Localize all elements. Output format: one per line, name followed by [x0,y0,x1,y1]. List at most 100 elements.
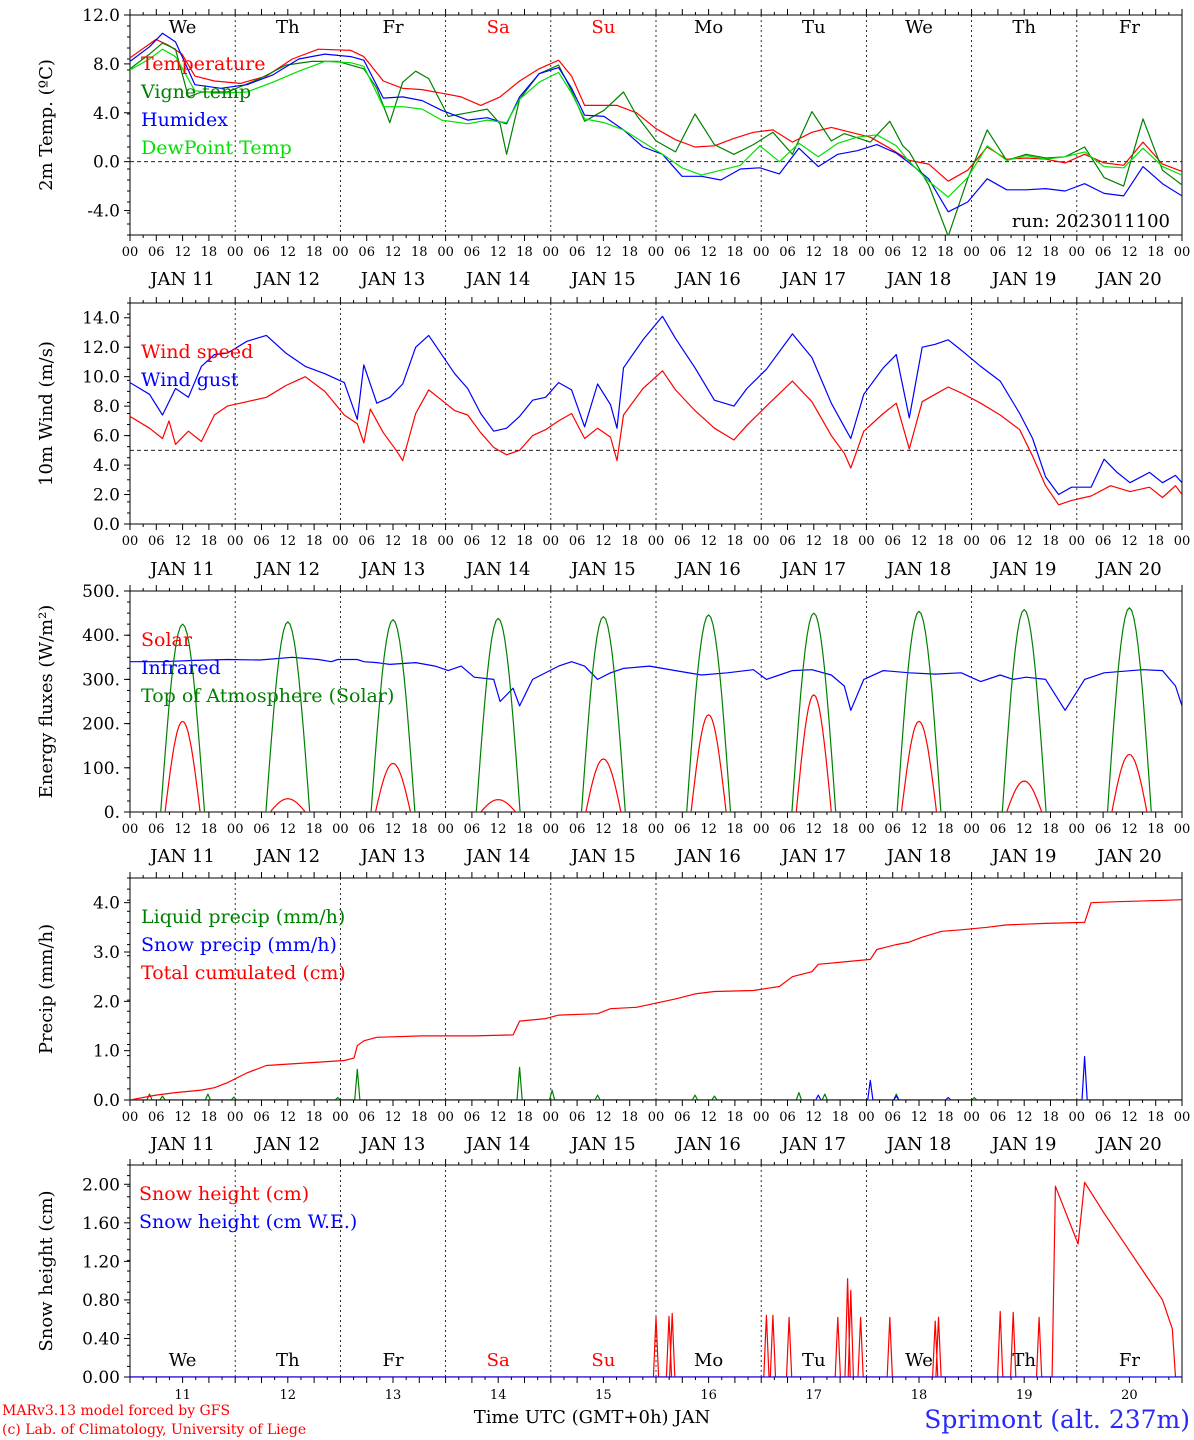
x-date-label: JAN 18 [885,1134,952,1155]
x-hour-label: 06 [884,822,901,837]
panel-3: 500. 400. 300. 200. 100. 0. Energy fluxes (W/m… [36,582,1190,867]
x-day-number: 17 [806,1388,823,1403]
x-hour-label: 00 [1174,822,1191,837]
x-hour-label: 06 [779,1110,796,1125]
y-axis-label: 10m Wind (m/s) [36,341,57,486]
y-tick-label: 12.0 [82,338,120,358]
day-name-label: Fr [382,17,403,38]
series-group [130,607,1182,812]
day-name-label: Th [276,1350,300,1371]
x-hour-label: 12 [280,822,297,837]
x-hour-label: 18 [306,534,323,549]
day-name-label: Th [1012,17,1036,38]
x-hour-label: 00 [227,822,244,837]
y-tick-label: 0.0 [93,515,120,535]
legend-entry: Top of Atmosphere (Solar) [141,685,394,707]
x-hour-label: 06 [253,245,270,260]
x-hour-label: 18 [411,534,428,549]
x-hour-label: 12 [595,245,612,260]
series-group [130,32,1182,235]
x-hour-label: 00 [122,245,139,260]
x-hour-label: 18 [201,1110,218,1125]
x-hour-label: 00 [648,534,665,549]
day-name-label: Mo [694,1350,723,1371]
x-date-label: JAN 13 [359,1134,426,1155]
day-name-label: We [905,17,933,38]
day-name-label: Sa [487,17,510,38]
x-date-label: JAN 12 [254,269,321,290]
x-date-label: JAN 17 [780,1134,847,1155]
y-tick-label: 0.00 [82,1368,120,1388]
x-hour-label: 00 [648,822,665,837]
run-annotation: run: 2023011100 [1012,211,1170,232]
legend-entry: Infrared [141,657,221,679]
x-hour-label: 18 [516,822,533,837]
y-tick-label: 4.0 [93,456,120,476]
x-date-label: JAN 19 [990,559,1057,580]
model-credit-line2: (c) Lab. of Climatology, University of L… [2,1422,306,1438]
legend-entry: Wind gust [141,369,239,391]
x-hour-label: 12 [911,534,928,549]
panel-1: 12.0 8.0 4.0 0.0 -4.0 2m Temp. (ºC) 00 06 12 18 00… [36,6,1190,290]
x-date-label: JAN 16 [674,1134,741,1155]
x-hour-label: 18 [411,1110,428,1125]
x-date-label: JAN 19 [990,269,1057,290]
x-hour-label: 00 [437,534,454,549]
legend-entry: Snow height (cm W.E.) [139,1211,357,1233]
x-date-label: JAN 16 [674,559,741,580]
x-hour-label: 00 [753,245,770,260]
x-date-label: JAN 11 [148,559,215,580]
series-line [130,607,1182,812]
x-hour-label: 06 [779,534,796,549]
x-hour-label: 06 [1095,1110,1112,1125]
x-hour-label: 00 [963,534,980,549]
panel-4: 4.0 3.0 2.0 1.0 0.0 Precip (mm/h) 00 06 12 18 00 06… [36,872,1190,1155]
x-hour-label: 06 [674,534,691,549]
x-hour-label: 00 [543,534,560,549]
x-hour-label: 12 [174,822,191,837]
x-hour-label: 06 [358,822,375,837]
x-hour-label: 00 [543,822,560,837]
x-hour-label: 00 [122,822,139,837]
x-hour-label: 18 [516,534,533,549]
legend-entry: Vigne temp [140,81,251,103]
series-line [130,694,1182,812]
x-hour-label: 00 [753,822,770,837]
x-hour-label: 00 [963,822,980,837]
x-hour-label: 18 [727,534,744,549]
day-name-label: Tu [802,17,826,38]
day-name-label: Tu [802,1350,826,1371]
x-hour-label: 18 [832,534,849,549]
x-hour-label: 12 [385,245,402,260]
x-hour-label: 00 [648,1110,665,1125]
x-date-label: JAN 13 [359,846,426,867]
x-hour-label: 12 [174,245,191,260]
x-hour-label: 12 [806,534,823,549]
model-credit-line1: MARv3.13 model forced by GFS [2,1403,230,1419]
x-hour-label: 12 [911,245,928,260]
x-date-label: JAN 19 [990,1134,1057,1155]
x-hour-label: 12 [911,1110,928,1125]
y-tick-label: 2.0 [93,992,120,1012]
x-hour-label: 18 [727,1110,744,1125]
x-date-label: JAN 12 [254,846,321,867]
series-line [130,656,1182,711]
x-hour-label: 00 [963,1110,980,1125]
x-hour-label: 12 [700,822,717,837]
y-tick-label: 0.0 [93,153,120,173]
day-name-label: Fr [1119,17,1140,38]
x-hour-label: 12 [174,1110,191,1125]
x-hour-label: 06 [253,534,270,549]
x-hour-label: 06 [148,822,165,837]
series-line [130,1066,1182,1100]
day-name-label: Su [591,1350,615,1371]
panel-5: 2.00 1.60 1.20 0.80 0.40 0.00 Snow height (cm)… [36,1159,1183,1403]
x-hour-label: 18 [937,534,954,549]
y-tick-label: 2.0 [93,486,120,506]
x-hour-label: 18 [832,1110,849,1125]
x-hour-label: 18 [621,245,638,260]
x-hour-label: 12 [1121,822,1138,837]
day-name-label: Fr [382,1350,403,1371]
x-hour-label: 12 [174,534,191,549]
y-axis-label: Snow height (cm) [36,1190,57,1351]
